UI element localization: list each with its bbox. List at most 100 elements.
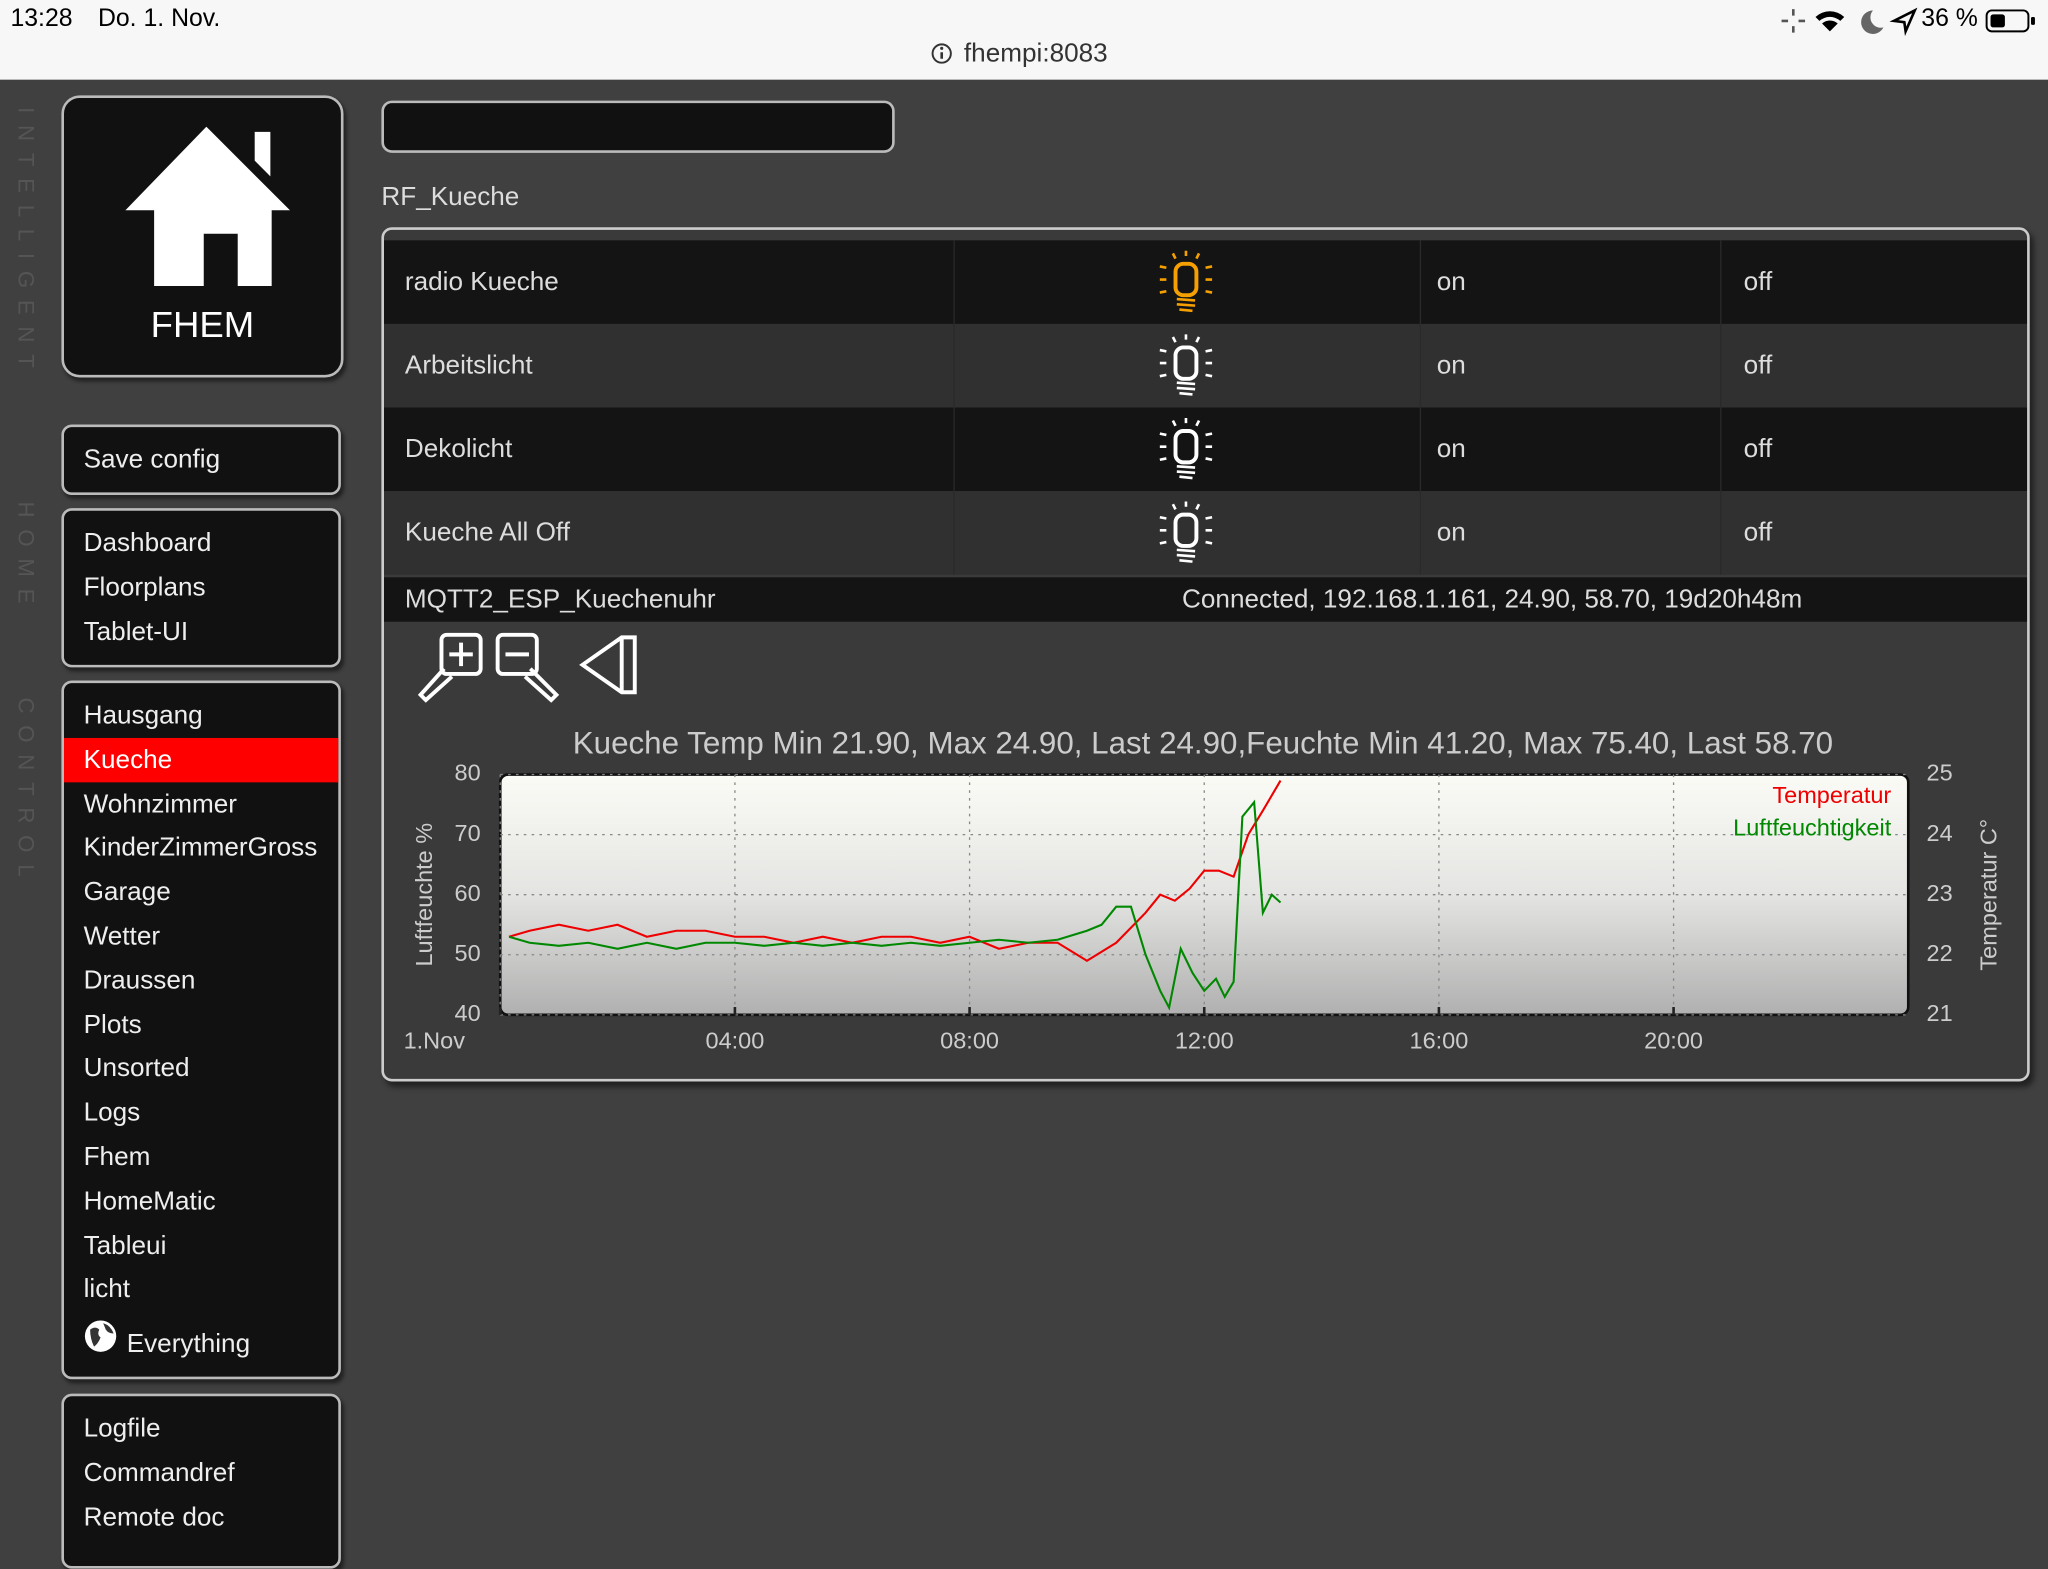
on-button[interactable]: on bbox=[1436, 434, 1466, 464]
menu-item[interactable]: Remote doc bbox=[83, 1502, 225, 1532]
menu-item[interactable]: Garage bbox=[83, 877, 171, 907]
menu-item[interactable]: Tableui bbox=[83, 1231, 167, 1260]
menu-item[interactable]: Fhem bbox=[83, 1142, 151, 1172]
zoom-controls[interactable] bbox=[415, 630, 650, 703]
x-tick-label: 08:00 bbox=[940, 1027, 999, 1053]
save-button[interactable]: Save config bbox=[61, 424, 341, 496]
menu-item[interactable]: Wohnzimmer bbox=[83, 789, 237, 819]
y-tick-label: 70 bbox=[455, 820, 481, 846]
column-separator bbox=[1720, 491, 1722, 575]
menu-item[interactable]: Hausgang bbox=[83, 701, 203, 731]
logo[interactable]: FHEM bbox=[61, 95, 344, 378]
column-separator bbox=[953, 407, 955, 492]
logo-label: FHEM bbox=[150, 304, 255, 345]
info-icon bbox=[931, 43, 952, 64]
menu-item[interactable]: Wetter bbox=[83, 922, 161, 951]
chart: Kueche Temp Min 21.90, Max 24.90, Last 2… bbox=[404, 726, 2002, 1054]
bulb-icon[interactable] bbox=[1155, 248, 1218, 316]
menu-item[interactable]: HomeMatic bbox=[83, 1186, 216, 1216]
off-button[interactable]: off bbox=[1743, 267, 1773, 297]
menu-item[interactable]: KinderZimmerGross bbox=[83, 833, 318, 863]
bulb-icon[interactable] bbox=[1155, 332, 1218, 400]
side-text: CONTROL bbox=[13, 697, 38, 889]
url[interactable]: fhempi:8083 bbox=[963, 39, 1108, 68]
device-name[interactable]: Kueche All Off bbox=[404, 518, 570, 548]
off-button[interactable]: off bbox=[1743, 351, 1773, 381]
menu-item[interactable]: Plots bbox=[83, 1010, 142, 1040]
menu-item[interactable]: Floorplans bbox=[83, 573, 206, 602]
device-state: Connected, 192.168.1.161, 24.90, 58.70, … bbox=[1182, 585, 1803, 614]
bulb-icon[interactable] bbox=[1155, 415, 1218, 483]
y-tick-label: 80 bbox=[455, 760, 481, 786]
room-title[interactable]: RF_Kueche bbox=[381, 182, 520, 212]
device-row: Arbeitslicht on off bbox=[383, 323, 2028, 408]
legend-entry: Temperatur bbox=[1772, 782, 1891, 808]
y-tick-label: 60 bbox=[455, 880, 481, 906]
status-bar: 13:28 Do. 1. Nov. 36 % fhempi:8083 bbox=[0, 0, 2048, 80]
device-name[interactable]: Arbeitslicht bbox=[404, 351, 533, 381]
x-tick-label: 20:00 bbox=[1644, 1027, 1703, 1053]
menu-item[interactable]: Unsorted bbox=[83, 1054, 190, 1084]
column-separator bbox=[1720, 240, 1722, 324]
y-tick-label: 50 bbox=[455, 940, 481, 966]
menu-group: Hausgang Kueche Wohnzimmer KinderZimmerGros… bbox=[61, 680, 341, 1380]
side-text: HOME bbox=[13, 501, 38, 616]
data-line bbox=[508, 780, 1282, 963]
y2-tick-label: 25 bbox=[1927, 760, 1953, 786]
menu-item[interactable]: Kueche bbox=[63, 737, 339, 783]
search-input[interactable] bbox=[381, 100, 895, 153]
off-button[interactable]: off bbox=[1743, 434, 1773, 464]
y2-tick-label: 24 bbox=[1927, 820, 1953, 846]
menu-item[interactable]: Tablet-UI bbox=[83, 617, 189, 646]
save-config[interactable]: Save config bbox=[83, 445, 221, 475]
y2-tick-label: 22 bbox=[1927, 940, 1953, 966]
column-separator bbox=[953, 491, 955, 575]
device-name[interactable]: radio Kueche bbox=[404, 267, 559, 297]
column-separator bbox=[953, 323, 955, 408]
x-tick-label: 1.Nov bbox=[404, 1027, 466, 1053]
x-tick-label: 04:00 bbox=[706, 1027, 765, 1053]
menu-item[interactable]: Draussen bbox=[83, 966, 196, 995]
y-axis-label: Luftfeuchte % bbox=[411, 823, 437, 967]
y-tick-label: 40 bbox=[455, 1000, 481, 1026]
y2-axis-label: Temperatur C° bbox=[1976, 819, 2002, 971]
column-separator bbox=[1419, 491, 1422, 575]
menu-group: Dashboard Floorplans Tablet-UI bbox=[61, 508, 341, 668]
bulb-icon[interactable] bbox=[1155, 499, 1218, 567]
on-button[interactable]: on bbox=[1436, 351, 1466, 381]
house-icon bbox=[125, 126, 290, 287]
column-separator bbox=[1720, 323, 1722, 408]
column-separator bbox=[1419, 240, 1422, 324]
menu-item[interactable]: Logs bbox=[83, 1098, 141, 1128]
device-row: Dekolicht on off bbox=[383, 407, 2028, 492]
battery-level: 36 % bbox=[1921, 5, 1978, 33]
on-button[interactable]: on bbox=[1436, 518, 1466, 548]
device-name[interactable]: Dekolicht bbox=[404, 434, 513, 464]
menu-item[interactable]: Everything bbox=[126, 1329, 251, 1359]
y2-tick-label: 21 bbox=[1927, 1000, 1953, 1026]
menu-item[interactable]: licht bbox=[83, 1275, 131, 1305]
off-button[interactable]: off bbox=[1743, 518, 1773, 548]
x-tick-label: 16:00 bbox=[1410, 1027, 1469, 1053]
device-name[interactable]: MQTT2_ESP_Kuechenuhr bbox=[404, 585, 716, 614]
data-line bbox=[508, 799, 1282, 1011]
globe-icon bbox=[84, 1320, 117, 1352]
column-separator bbox=[1419, 323, 1422, 408]
menu-item[interactable]: Commandref bbox=[83, 1458, 235, 1488]
x-tick-label: 12:00 bbox=[1175, 1027, 1234, 1053]
menu-item[interactable]: Dashboard bbox=[83, 528, 212, 558]
y2-tick-label: 23 bbox=[1927, 880, 1953, 906]
on-button[interactable]: on bbox=[1436, 267, 1466, 297]
menu-item[interactable]: Logfile bbox=[83, 1414, 161, 1444]
chart-title: Kueche Temp Min 21.90, Max 24.90, Last 2… bbox=[573, 726, 1833, 761]
status-icons bbox=[1781, 7, 1918, 37]
status-row: MQTT2_ESP_Kuechenuhr Connected, 192.168.… bbox=[383, 577, 2028, 622]
column-separator bbox=[1419, 407, 1422, 492]
column-separator bbox=[1720, 407, 1722, 492]
device-row: radio Kueche on off bbox=[383, 240, 2028, 324]
column-separator bbox=[953, 240, 955, 324]
clock: 13:28 bbox=[10, 5, 73, 33]
side-text: INTELLIGENT bbox=[13, 107, 38, 380]
device-row: Kueche All Off on off bbox=[383, 491, 2028, 575]
